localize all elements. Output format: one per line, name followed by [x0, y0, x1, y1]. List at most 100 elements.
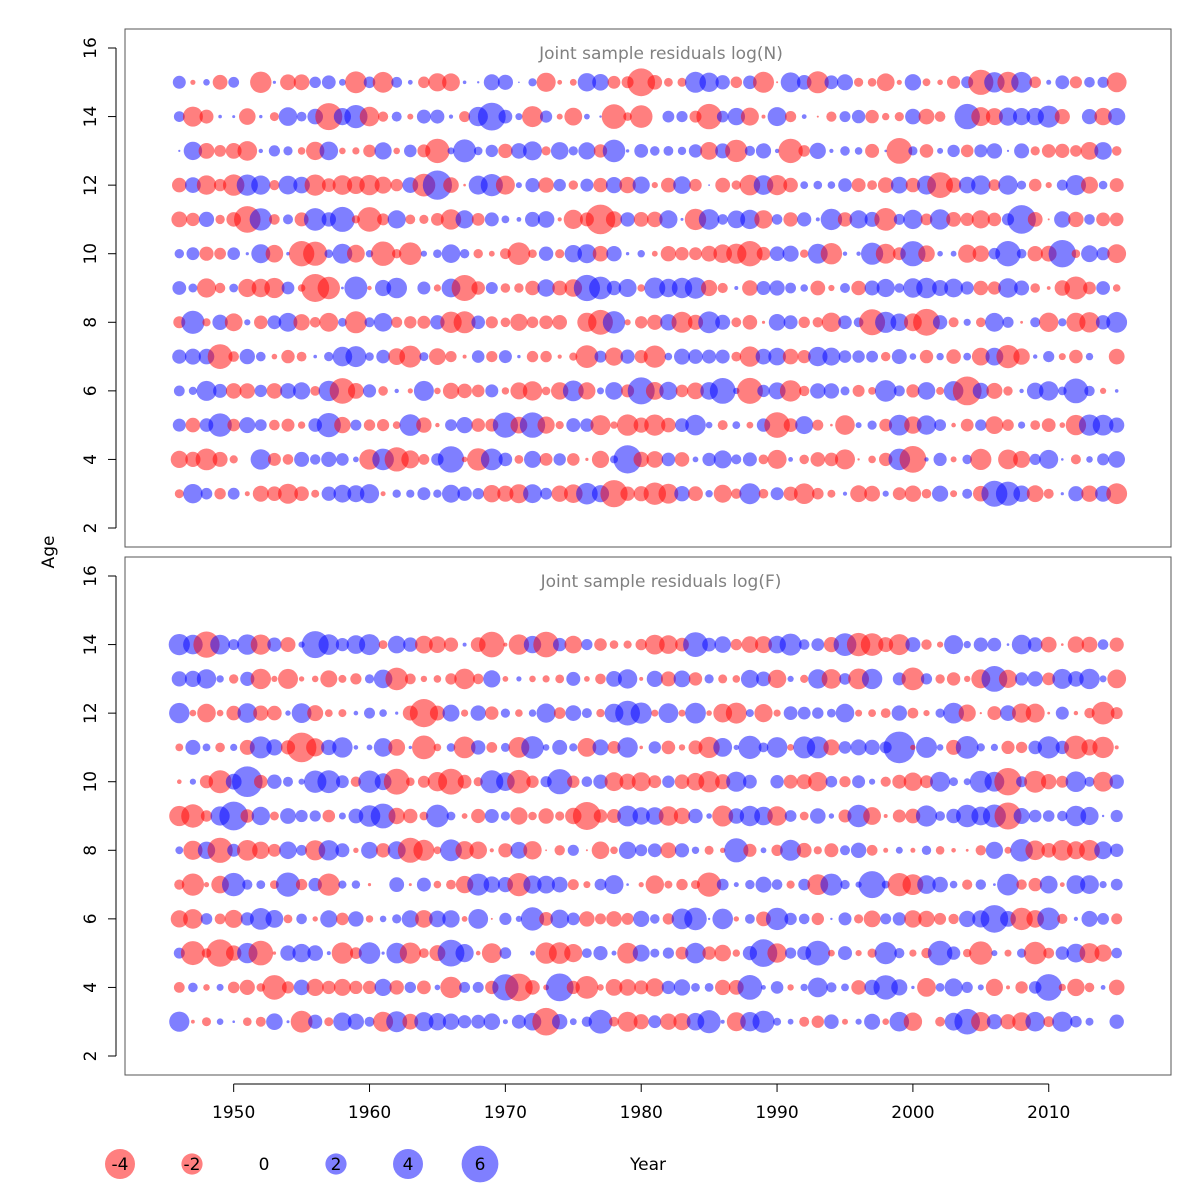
residual-bubble — [183, 141, 203, 161]
y-tick-label: 2 — [81, 523, 101, 534]
residual-bubble — [758, 742, 769, 753]
residual-bubble — [227, 247, 240, 260]
residual-bubble — [407, 113, 414, 120]
residual-bubble — [1080, 142, 1099, 160]
residual-bubble — [555, 811, 565, 821]
residual-bubble — [418, 454, 430, 465]
residual-bubble — [825, 775, 838, 788]
residual-bubble — [646, 451, 664, 468]
residual-bubble — [609, 640, 619, 649]
residual-bubble — [604, 772, 624, 792]
residual-bubble — [441, 244, 461, 263]
residual-bubble — [181, 873, 204, 896]
residual-bubble — [227, 418, 240, 432]
residual-bubble — [567, 844, 579, 856]
residual-bubble — [1012, 703, 1032, 723]
residual-bubble — [335, 638, 349, 652]
residual-bubble — [251, 278, 270, 298]
residual-bubble — [391, 111, 402, 122]
residual-bubble — [431, 213, 444, 226]
residual-bubble — [993, 883, 996, 886]
residual-bubble — [626, 883, 629, 886]
residual-bubble — [860, 633, 884, 656]
residual-bubble — [743, 843, 757, 857]
residual-bubble — [1094, 142, 1112, 160]
residual-bubble — [174, 249, 184, 259]
residual-bubble — [1006, 985, 1010, 990]
residual-bubble — [172, 75, 186, 89]
residual-bubble — [936, 386, 945, 395]
residual-bubble — [807, 977, 828, 998]
residual-bubble — [896, 79, 902, 85]
residual-bubble — [267, 315, 282, 330]
residual-bubble — [883, 847, 889, 853]
residual-bubble — [808, 346, 828, 367]
residual-bubble — [1064, 735, 1088, 760]
residual-bubble — [1039, 449, 1059, 469]
residual-bubble — [1085, 1017, 1094, 1026]
residual-bubble — [810, 452, 826, 467]
residual-bubble — [880, 913, 892, 925]
residual-bubble — [892, 487, 906, 501]
residual-bubble — [1030, 283, 1040, 293]
residual-bubble — [446, 811, 456, 821]
residual-bubble — [295, 878, 308, 891]
residual-bubble — [318, 840, 339, 861]
residual-bubble — [499, 912, 512, 926]
residual-bubble — [891, 979, 908, 996]
residual-bubble — [593, 774, 608, 789]
residual-bubble — [785, 947, 797, 959]
residual-bubble — [662, 110, 675, 123]
residual-bubble — [918, 108, 935, 125]
residual-bubble — [1042, 810, 1055, 822]
residual-bubble — [922, 78, 931, 87]
residual-bubble — [345, 346, 367, 368]
residual-bubble — [645, 875, 664, 894]
residual-bubble — [1030, 146, 1040, 156]
residual-bubble — [768, 347, 786, 366]
residual-bubble — [1047, 711, 1051, 715]
residual-bubble — [249, 908, 272, 930]
residual-bubble — [864, 1013, 881, 1030]
residual-bubble — [566, 671, 581, 686]
residual-bubble — [761, 320, 766, 324]
residual-bubble — [1084, 385, 1095, 397]
residual-bubble — [874, 208, 898, 231]
residual-bubble — [882, 1018, 889, 1025]
residual-bubble — [172, 349, 187, 364]
residual-bubble — [524, 450, 541, 468]
residual-bubble — [171, 671, 187, 687]
residual-bubble — [761, 114, 766, 119]
residual-bubble — [935, 846, 945, 855]
residual-bubble — [338, 709, 347, 718]
residual-bubble — [417, 315, 431, 329]
residual-bubble — [910, 847, 916, 853]
residual-bubble — [732, 949, 740, 957]
residual-bubble — [200, 487, 213, 500]
residual-bubble — [407, 388, 413, 394]
residual-bubble — [720, 847, 726, 853]
residual-bubble — [958, 244, 977, 263]
residual-bubble — [1029, 453, 1041, 465]
residual-bubble — [370, 241, 396, 266]
residual-bubble — [364, 317, 375, 328]
residual-bubble — [224, 909, 243, 928]
residual-bubble — [415, 635, 433, 654]
residual-bubble — [1052, 668, 1073, 689]
residual-bubble — [254, 384, 267, 398]
residual-bubble — [778, 138, 803, 164]
residual-bubble — [797, 350, 811, 364]
residual-bubble — [455, 944, 474, 963]
residual-bubble — [1043, 351, 1055, 363]
residual-bubble — [867, 948, 877, 958]
residual-bubble — [950, 250, 957, 257]
residual-bubble — [353, 456, 359, 463]
residual-bubble — [888, 634, 910, 656]
residual-bubble — [811, 912, 824, 926]
residual-bubble — [405, 214, 416, 225]
residual-bubble — [332, 737, 353, 758]
residual-bubble — [1111, 913, 1123, 925]
residual-bubble — [229, 674, 239, 684]
residual-bubble — [708, 184, 710, 187]
residual-bubble — [1092, 414, 1114, 436]
